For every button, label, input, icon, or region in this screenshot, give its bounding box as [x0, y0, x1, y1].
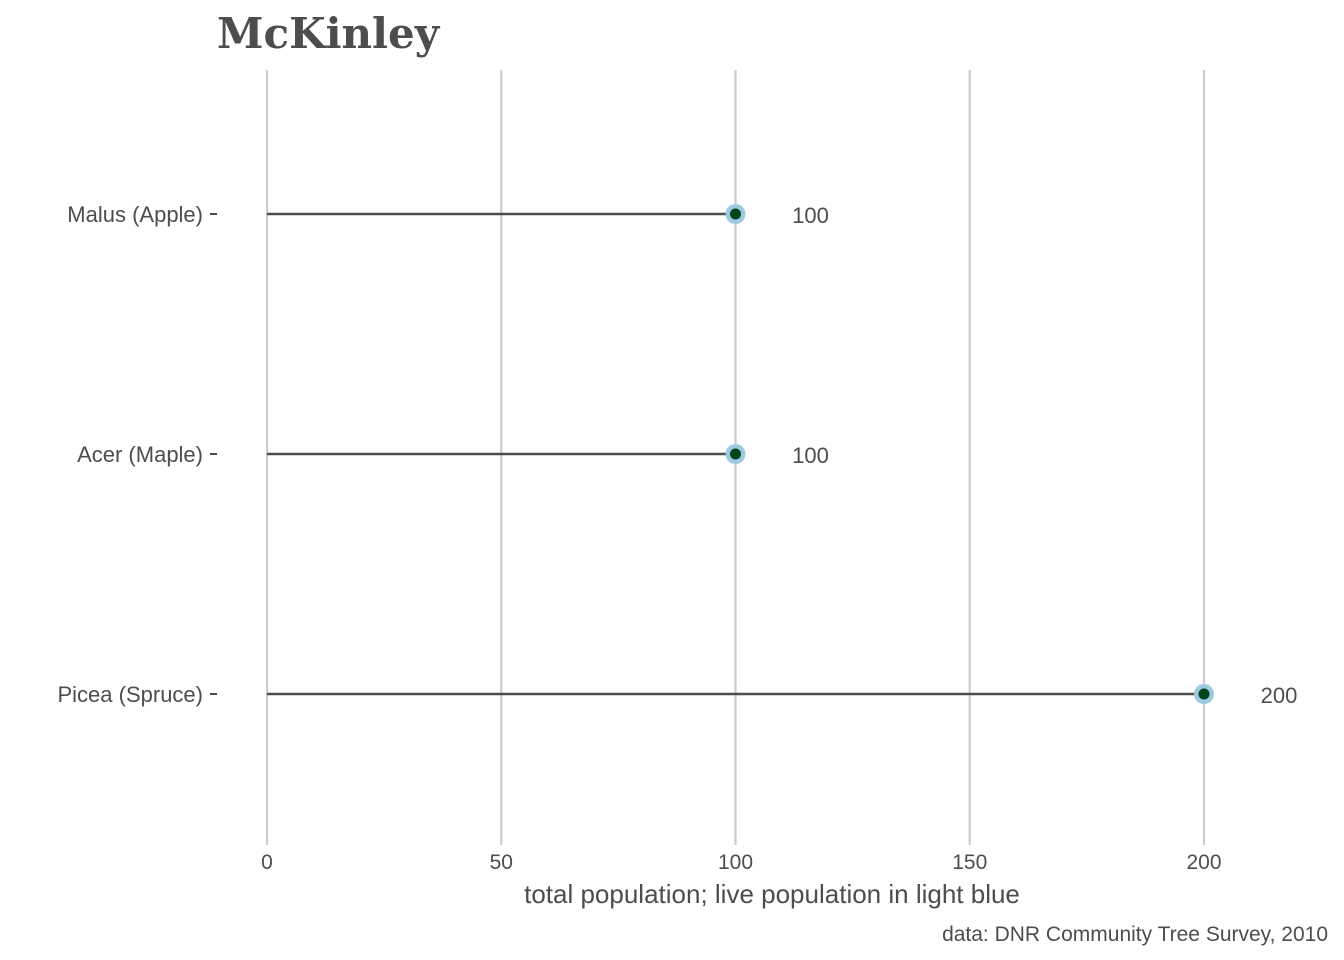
- total-point-0: [730, 208, 741, 220]
- x-tick-label-50: 50: [490, 851, 513, 874]
- value-label-0: 100: [792, 203, 829, 228]
- value-label-2: 200: [1261, 683, 1298, 708]
- category-labels: Malus (Apple) Acer (Maple) Picea (Spruce): [57, 202, 217, 707]
- x-tick-label-200: 200: [1186, 851, 1221, 874]
- chart-caption: data: DNR Community Tree Survey, 2010: [942, 923, 1328, 946]
- lollipop-points: [725, 204, 1214, 704]
- lollipop-segments: [267, 212, 1204, 696]
- category-label-1: Acer (Maple): [77, 442, 203, 467]
- category-label-0: Malus (Apple): [67, 202, 203, 227]
- x-tick-label-100: 100: [718, 851, 753, 874]
- chart-title: McKinley: [217, 9, 441, 58]
- value-labels: 100 100 200: [792, 203, 1297, 708]
- category-label-2: Picea (Spruce): [57, 682, 203, 707]
- total-point-1: [730, 448, 741, 460]
- x-tick-label-0: 0: [261, 851, 273, 874]
- x-tick-label-150: 150: [952, 851, 987, 874]
- value-label-1: 100: [792, 443, 829, 468]
- x-axis-title: total population; live population in lig…: [524, 879, 1020, 909]
- total-point-2: [1198, 688, 1210, 700]
- x-tick-labels: 0 50 100 150 200: [261, 851, 1221, 874]
